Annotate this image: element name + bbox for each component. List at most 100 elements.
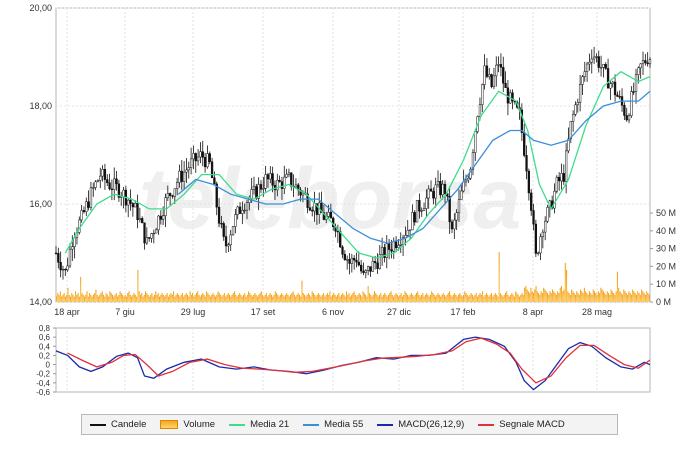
volume-bar	[85, 294, 87, 302]
volume-bar	[525, 285, 527, 302]
volume-bar	[179, 296, 181, 302]
candle-body	[599, 67, 603, 69]
volume-bar	[375, 293, 377, 302]
volume-bar	[622, 294, 624, 302]
candle-body	[637, 67, 640, 76]
volume-bar	[403, 294, 405, 302]
volume-bar	[106, 294, 108, 302]
candle-body	[187, 167, 190, 171]
candle-body	[329, 211, 333, 219]
volume-bar	[585, 291, 587, 302]
candle-body	[394, 241, 398, 249]
candle-body	[527, 170, 531, 194]
candle-body	[534, 223, 538, 254]
candle-body	[199, 151, 202, 158]
price-tick-label: 16,00	[29, 199, 52, 209]
volume-bar	[272, 296, 274, 302]
volume-bar	[310, 296, 312, 302]
candle-body	[520, 109, 524, 133]
volume-bar	[157, 293, 159, 302]
volume-bar	[270, 294, 272, 302]
candle-body	[201, 151, 204, 158]
volume-bar	[262, 294, 264, 302]
candle-body	[103, 168, 107, 180]
candle-body	[306, 193, 309, 208]
candle-body	[336, 230, 340, 233]
candle-body	[353, 257, 356, 261]
candle-body	[523, 132, 526, 156]
volume-bar	[159, 296, 161, 302]
volume-bar	[566, 269, 568, 302]
candle-body	[257, 184, 260, 199]
volume-bar	[529, 293, 531, 302]
volume-bar	[91, 296, 93, 302]
volume-bar	[615, 291, 617, 302]
candle-body	[217, 206, 221, 224]
volume-bar	[610, 289, 612, 302]
candle-body	[157, 215, 160, 231]
legend-label: Media 55	[324, 419, 364, 430]
volume-bar	[568, 293, 570, 302]
candle-body	[392, 241, 395, 252]
volume-bar	[368, 293, 370, 302]
candle-body	[141, 218, 144, 224]
candle-body	[502, 67, 505, 84]
candle-body	[408, 229, 412, 231]
volume-bar	[277, 294, 279, 302]
volume-bar	[484, 294, 486, 302]
volume-bar	[101, 291, 103, 302]
volume-bar	[255, 294, 257, 302]
volume-bar	[461, 296, 463, 302]
candle-body	[138, 218, 142, 220]
volume-tick-label: 20 M	[656, 261, 676, 271]
volume-bar	[413, 296, 415, 302]
volume-bar	[460, 294, 462, 302]
volume-bar	[644, 294, 646, 302]
candle-body	[54, 252, 58, 255]
volume-bar	[97, 296, 99, 302]
volume-bar	[296, 294, 298, 302]
volume-bar	[258, 294, 260, 302]
volume-bar	[127, 293, 129, 302]
x-tick-label: 17 feb	[450, 307, 475, 317]
candle-body	[378, 254, 381, 269]
volume-tick-label: 40 M	[656, 226, 676, 236]
volume-bar	[619, 291, 621, 302]
series-line-segnale-macd	[67, 337, 651, 384]
volume-bar	[347, 294, 349, 302]
volume-bar	[497, 296, 499, 302]
volume-bar	[521, 293, 523, 302]
candle-body	[492, 75, 496, 87]
volume-bar	[287, 294, 289, 302]
candle-body	[597, 56, 600, 68]
volume-bar	[382, 294, 384, 302]
volume-bar	[562, 291, 564, 302]
volume-bar	[555, 294, 557, 302]
candle-body	[406, 230, 409, 236]
volume-bar	[63, 293, 65, 302]
series-line-media-21	[64, 70, 651, 259]
volume-bar	[357, 294, 359, 302]
volume-bar	[613, 293, 615, 302]
candle-body	[155, 229, 158, 234]
candle-body	[376, 262, 379, 269]
candle-body	[350, 257, 353, 264]
volume-bar	[291, 293, 293, 302]
volume-bar	[401, 296, 403, 302]
volume-bar	[543, 287, 545, 302]
volume-bar	[192, 293, 194, 302]
candle-body	[571, 114, 575, 122]
volume-bar	[132, 294, 134, 302]
candle-body	[243, 209, 246, 212]
volume-bar	[428, 296, 430, 302]
volume-bar	[319, 294, 321, 302]
volume-bar	[643, 293, 645, 302]
volume-bar	[409, 294, 411, 302]
volume-bar	[362, 291, 364, 302]
candle-body	[581, 76, 584, 85]
volume-bar	[522, 294, 524, 302]
volume-bar	[199, 296, 201, 302]
volume-bar	[422, 293, 424, 302]
volume-bar	[487, 294, 489, 302]
volume-bar	[267, 296, 269, 302]
